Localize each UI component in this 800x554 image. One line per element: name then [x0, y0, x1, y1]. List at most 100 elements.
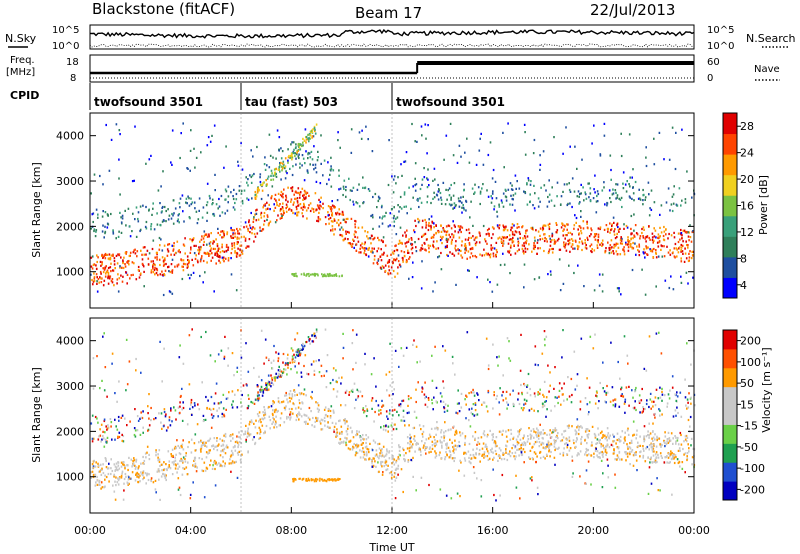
- velocity-point: [397, 464, 400, 467]
- power-point: [604, 251, 606, 254]
- power-point: [319, 200, 322, 204]
- power-point: [377, 195, 380, 198]
- velocity-point: [253, 436, 255, 439]
- power-point: [189, 169, 191, 172]
- power-point: [141, 258, 144, 261]
- power-point: [121, 217, 124, 220]
- velocity-point: [424, 448, 426, 451]
- power-point: [453, 254, 456, 257]
- power-point: [373, 258, 376, 261]
- power-point: [688, 252, 690, 255]
- velocity-point: [554, 427, 557, 430]
- power-point: [603, 181, 605, 184]
- power-point: [102, 267, 104, 270]
- power-point: [329, 206, 331, 209]
- power-point: [644, 237, 647, 240]
- velocity-point: [663, 441, 666, 444]
- velocity-point: [588, 411, 590, 414]
- power-point: [298, 156, 300, 160]
- power-point: [307, 171, 309, 174]
- power-point: [189, 149, 192, 152]
- velocity-point: [413, 339, 415, 342]
- power-point: [405, 234, 407, 237]
- power-point: [267, 175, 270, 178]
- power-point: [199, 260, 202, 263]
- velocity-point: [586, 403, 589, 406]
- power-point: [498, 203, 500, 206]
- velocity-point: [326, 425, 329, 428]
- power-point: [289, 154, 292, 157]
- velocity-point: [602, 387, 604, 390]
- power-point: [482, 224, 485, 228]
- power-point: [653, 239, 655, 242]
- power-point: [171, 212, 173, 216]
- power-point: [103, 279, 106, 282]
- velocity-point: [296, 332, 299, 335]
- power-point: [216, 243, 219, 246]
- power-point: [122, 266, 125, 270]
- power-point: [421, 183, 423, 186]
- velocity-point: [621, 458, 623, 461]
- power-point: [621, 242, 623, 245]
- power-point: [152, 239, 155, 242]
- power-point: [364, 230, 366, 233]
- power-point: [609, 154, 612, 157]
- power-point: [222, 236, 225, 239]
- velocity-point: [210, 459, 212, 462]
- power-point: [213, 290, 215, 293]
- power-point: [478, 231, 481, 234]
- velocity-point: [455, 448, 457, 451]
- power-point: [555, 222, 557, 225]
- velocity-point: [428, 483, 430, 487]
- power-point: [511, 203, 514, 206]
- power-point: [530, 180, 532, 183]
- power-point: [266, 207, 269, 210]
- velocity-point: [600, 445, 602, 448]
- velocity-point: [100, 473, 103, 476]
- velocity-point: [294, 338, 296, 341]
- power-point: [423, 167, 425, 170]
- power-point: [313, 127, 316, 130]
- velocity-point: [441, 441, 443, 444]
- velocity-point: [217, 353, 220, 356]
- velocity-point: [648, 448, 650, 451]
- velocity-point: [387, 417, 389, 420]
- power-point: [616, 196, 618, 199]
- velocity-point: [558, 382, 561, 385]
- power-point: [152, 260, 154, 263]
- velocity-point: [365, 454, 368, 457]
- power-point: [323, 159, 326, 162]
- velocity-point: [168, 464, 170, 467]
- power-point: [90, 265, 93, 268]
- power-point: [597, 227, 600, 230]
- power-point: [232, 236, 235, 239]
- velocity-point: [658, 331, 660, 334]
- power-point: [272, 174, 275, 177]
- velocity-point: [307, 422, 309, 425]
- velocity-point: [345, 419, 347, 423]
- velocity-point: [373, 357, 375, 360]
- velocity-point: [576, 373, 579, 376]
- power-point: [463, 208, 465, 211]
- power-point: [556, 181, 559, 184]
- power-point: [173, 245, 175, 248]
- power-point: [517, 241, 520, 245]
- power-point: [115, 237, 117, 240]
- velocity-point: [502, 399, 505, 402]
- velocity-point: [394, 349, 397, 352]
- velocity-point: [191, 413, 193, 416]
- velocity-point: [259, 430, 262, 433]
- velocity-point: [133, 459, 136, 462]
- power-point: [522, 237, 524, 240]
- power-point: [187, 262, 190, 265]
- power-point: [178, 213, 180, 216]
- power-point: [533, 278, 536, 281]
- power-point: [262, 206, 264, 209]
- power-point: [278, 204, 280, 207]
- velocity-point: [616, 432, 619, 435]
- power-point: [239, 244, 242, 247]
- power-point: [504, 195, 507, 198]
- power-point: [435, 231, 437, 235]
- velocity-point: [537, 391, 539, 394]
- velocity-point: [485, 443, 487, 446]
